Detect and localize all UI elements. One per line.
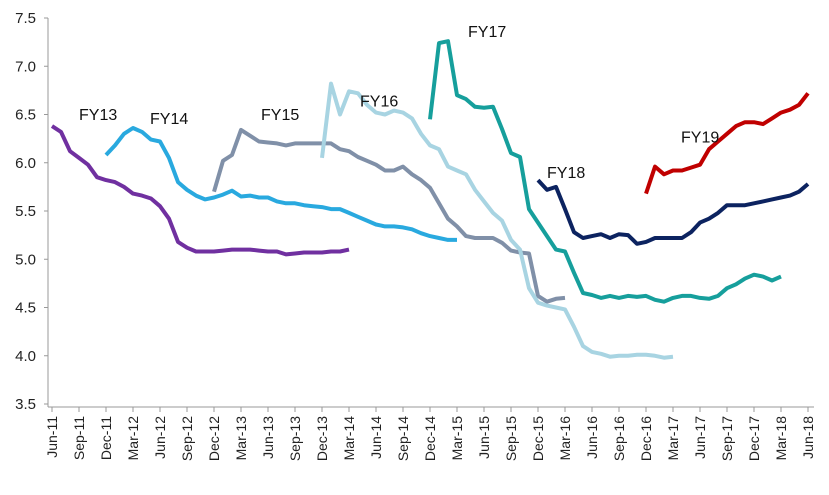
y-tick-label: 3.5	[15, 396, 36, 413]
series-lines	[50, 39, 810, 360]
x-tick-label: Jun-12	[152, 416, 168, 459]
y-tick-label: 4.0	[15, 348, 36, 365]
x-tick-label: Dec-12	[206, 416, 222, 461]
series-line-fy16	[320, 81, 674, 360]
x-tick-label: Dec-15	[530, 416, 546, 461]
series-label-fy18: FY18	[547, 165, 585, 182]
x-tick-label: Mar-14	[341, 416, 357, 461]
x-tick-label: Jun-17	[692, 416, 708, 459]
x-tick-label: Jun-13	[260, 416, 276, 459]
series-line-fy17	[428, 39, 782, 304]
series-line-fy19	[644, 92, 810, 195]
x-tick-label: Mar-16	[557, 416, 573, 461]
x-tick-label: Dec-16	[638, 416, 654, 461]
x-tick-label: Mar-17	[665, 416, 681, 461]
y-tick-label: 4.5	[15, 300, 36, 317]
series-label-fy19: FY19	[681, 129, 719, 146]
x-tick-label: Sep-16	[611, 416, 627, 461]
x-tick-label: Mar-18	[773, 416, 789, 461]
x-tick-label: Sep-13	[287, 416, 303, 461]
x-tick-label: Sep-12	[179, 416, 195, 461]
series-line-fy13	[50, 124, 350, 257]
series-label-fy15: FY15	[261, 107, 299, 124]
series-line-fy14	[104, 126, 457, 242]
series-label-fy17: FY17	[468, 24, 506, 41]
y-tick-label: 6.5	[15, 107, 36, 124]
y-tick-label: 5.0	[15, 251, 36, 268]
x-tick-label: Mar-12	[125, 416, 141, 461]
x-tick-labels: Jun-11 Sep-11 Dec-11 Mar-12 Jun-12 Sep-12 Dec-…	[44, 407, 816, 461]
y-axis: 3.5 4.0 4.5 5.0 5.5 6.0 6.5 7.0 7.5	[15, 10, 49, 413]
y-tick-label: 7.0	[15, 58, 36, 75]
x-tick-label: Dec-11	[98, 416, 114, 460]
x-tick-label: Jun-18	[800, 416, 816, 459]
x-tick-label: Sep-15	[503, 416, 519, 461]
y-tick-label: 7.5	[15, 10, 36, 27]
x-tick-label: Jun-16	[584, 416, 600, 459]
series-labels: FY13 FY14 FY15 FY16 FY17 FY18 FY19	[79, 24, 719, 182]
x-tick-label: Sep-17	[719, 416, 735, 461]
x-tick-label: Jun-14	[368, 416, 384, 459]
x-tick-label: Jun-15	[476, 416, 492, 459]
x-axis: Jun-11 Sep-11 Dec-11 Mar-12 Jun-12 Sep-12 Dec-…	[44, 406, 816, 461]
x-tick-label: Mar-13	[233, 416, 249, 461]
y-tick-label: 6.0	[15, 155, 36, 172]
x-tick-label: Jun-11	[44, 416, 60, 458]
x-tick-label: Sep-14	[395, 416, 411, 461]
series-label-fy14: FY14	[150, 111, 188, 128]
x-tick-label: Dec-14	[422, 416, 438, 461]
x-tick-label: Mar-15	[449, 416, 465, 461]
series-line-fy15	[212, 127, 566, 304]
x-tick-label: Dec-13	[314, 416, 330, 461]
x-tick-label: Dec-17	[746, 416, 762, 461]
y-tick-labels: 3.5 4.0 4.5 5.0 5.5 6.0 6.5 7.0 7.5	[15, 10, 48, 413]
series-label-fy13: FY13	[79, 107, 117, 124]
series-label-fy16: FY16	[360, 94, 398, 111]
x-tick-label: Sep-11	[71, 416, 87, 460]
y-tick-label: 5.5	[15, 203, 36, 220]
series-line-fy18	[536, 178, 810, 246]
